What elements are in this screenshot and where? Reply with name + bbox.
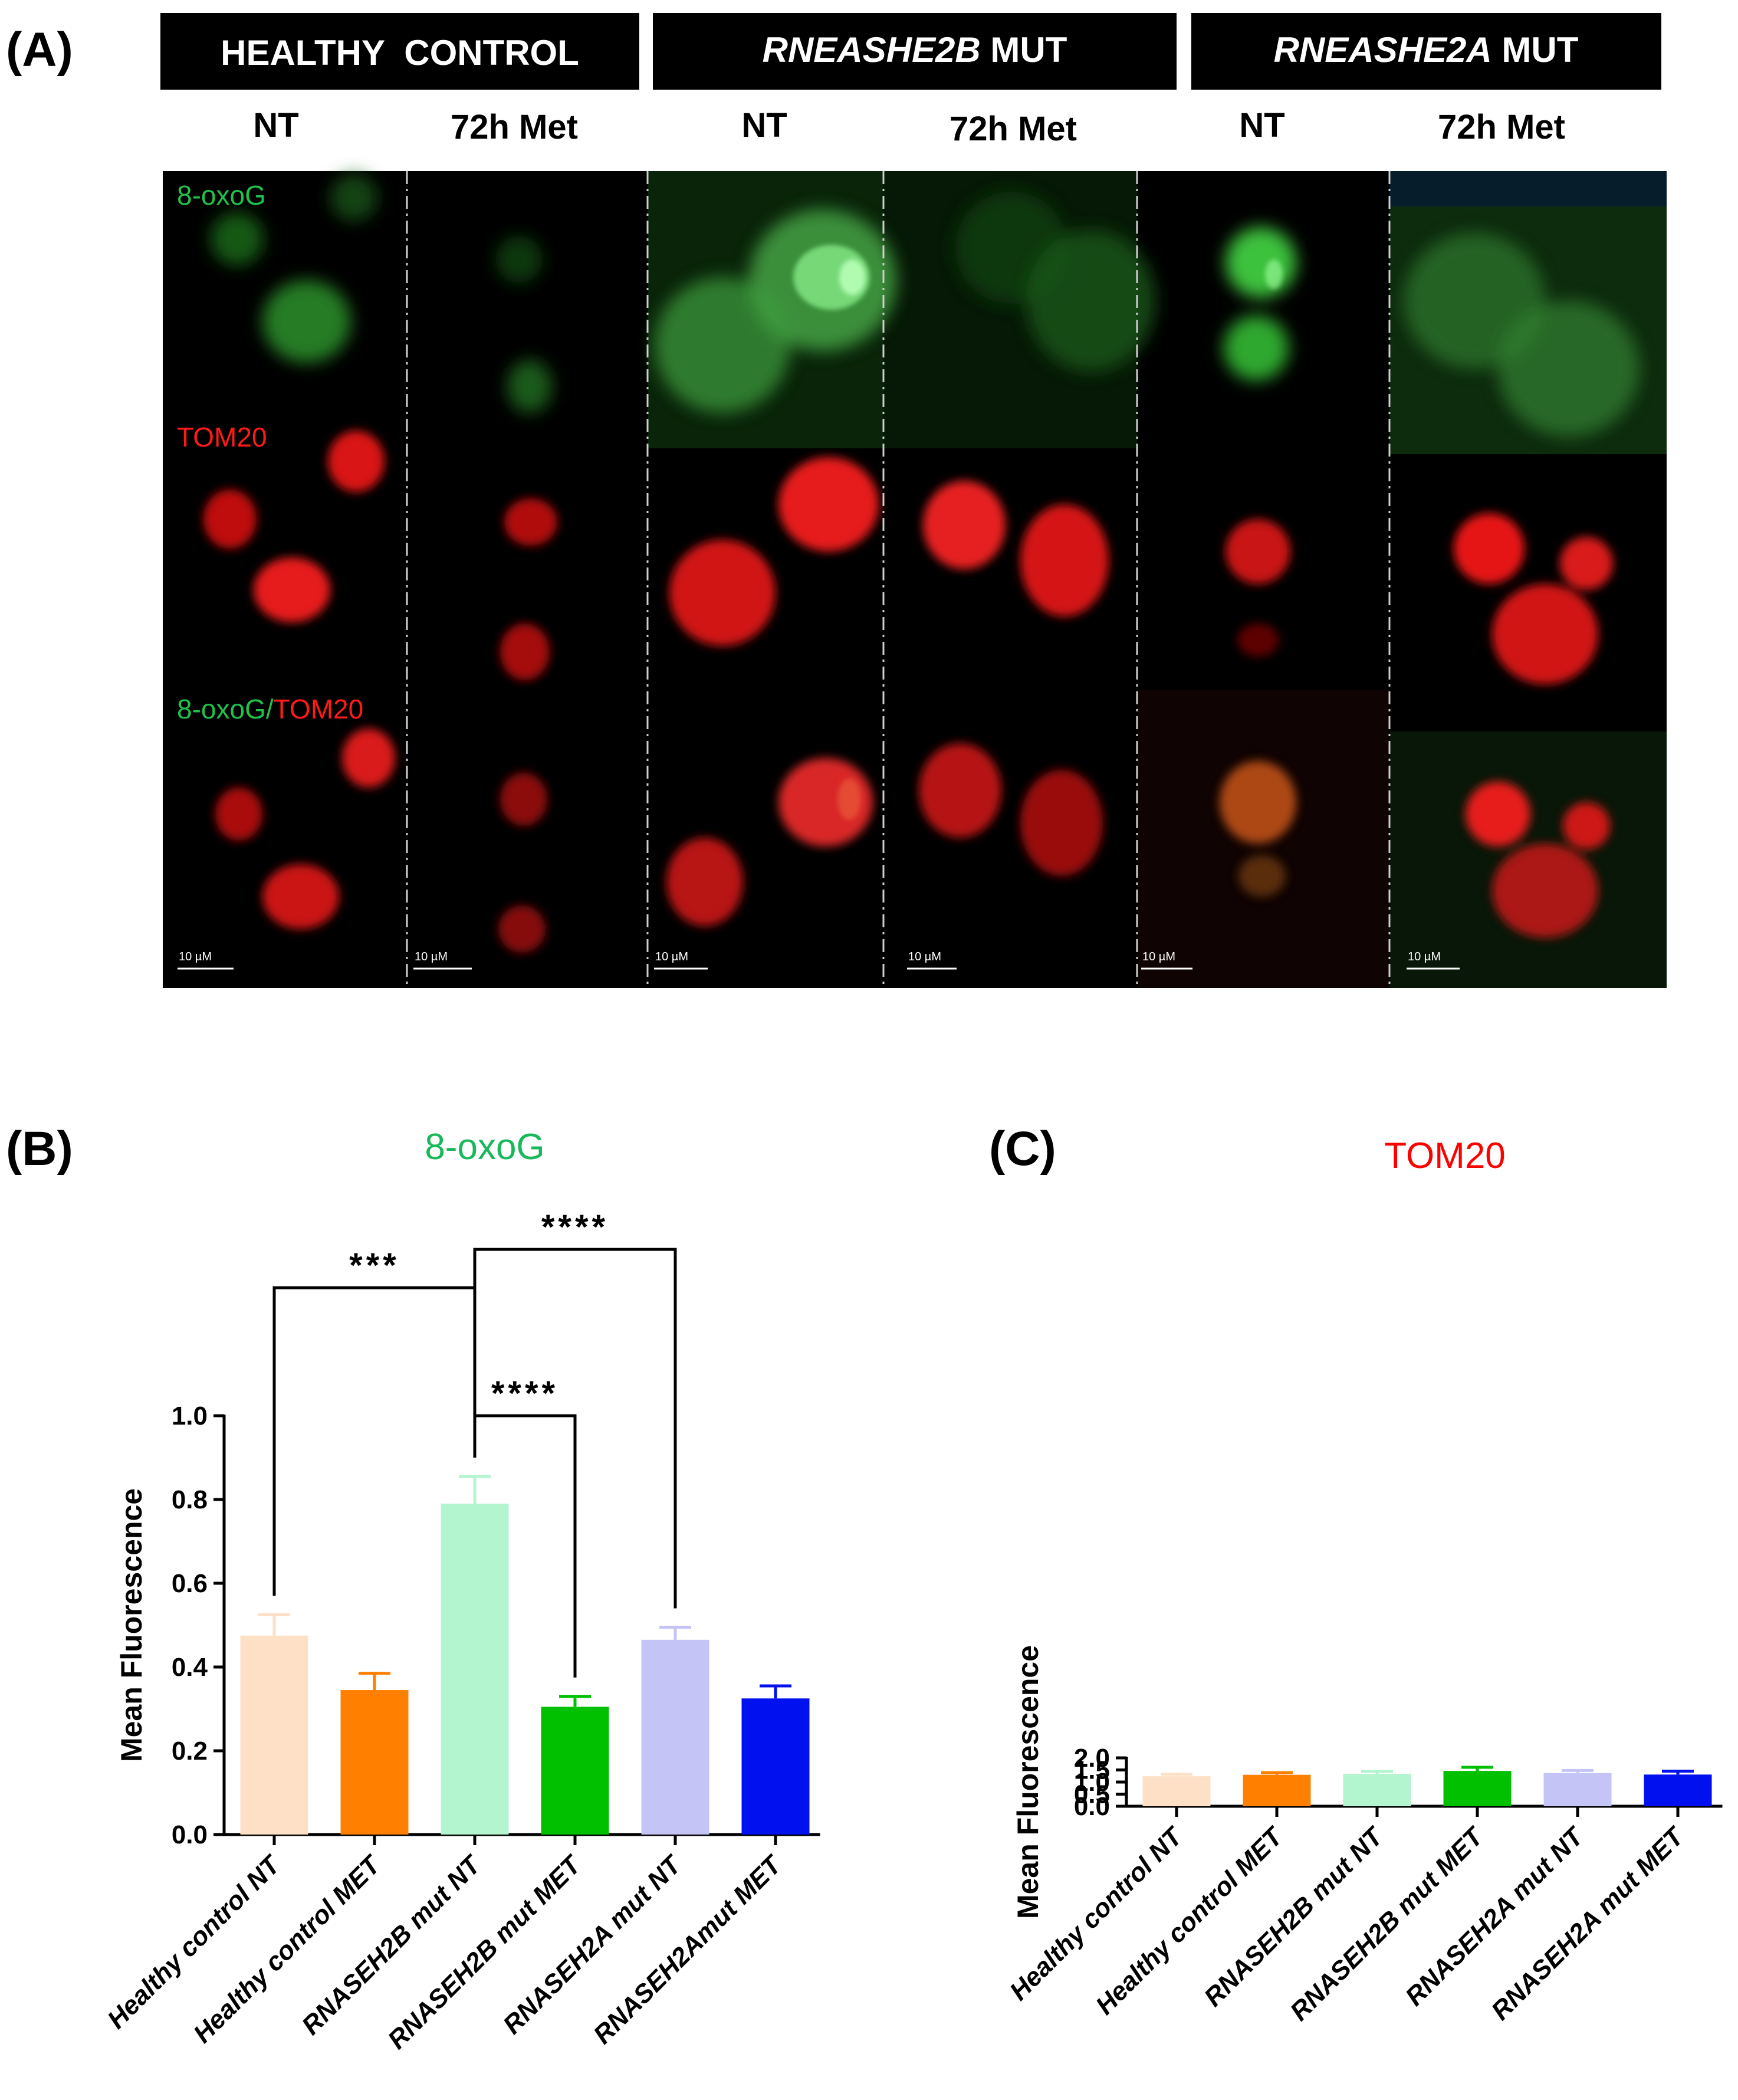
chart-title: 8-oxoG: [425, 1127, 544, 1167]
y-tick-label: 0.4: [172, 1653, 208, 1682]
significance-bracket: [473, 1377, 577, 1678]
category-label: RNASEH2Amut MET: [588, 1849, 788, 2049]
significance-bracket: [473, 1248, 677, 1609]
group-header-suffix: MUT: [981, 30, 1067, 70]
condition-label: NT: [741, 106, 787, 145]
y-tick-label: 0.2: [172, 1737, 208, 1766]
category-label: RNASEH2B mut NT: [1198, 1821, 1389, 2012]
category-label: RNASEH2A mut MET: [1486, 1821, 1690, 2026]
scale-bar: 10 µM: [654, 950, 708, 970]
category-label: RNASEH2A mut NT: [498, 1849, 688, 2040]
bar: [1543, 1773, 1612, 1806]
chart-8-oxog: (B) 8-oxoG 0.0 0.2 0.4 0.6 0.8 1.0 Mean Fluore…: [6, 1122, 820, 2055]
scale-bar: 10 µM: [1141, 950, 1192, 970]
svg-text:10 µM: 10 µM: [908, 950, 941, 963]
svg-text:10 µM: 10 µM: [1142, 950, 1175, 963]
chart-tom20: (C) TOM20 0.00.51.01.52.0 Mean Fluorescen…: [989, 1122, 1723, 2026]
svg-text:10 µM: 10 µM: [179, 950, 212, 963]
y-tick-label: 2.0: [1074, 1744, 1110, 1773]
group-header-suffix: MUT: [1492, 30, 1579, 70]
chart-title: TOM20: [1384, 1136, 1506, 1176]
y-axis-label: Mean Fluorescence: [115, 1488, 148, 1762]
microscopy-panel: 8-oxoG TOM20 8-oxoG/TOM20 10 µM 10 µM 10…: [163, 171, 1667, 988]
stain-label-merge-green: 8-oxoG/: [177, 694, 274, 724]
scale-bar: 10 µM: [907, 950, 957, 970]
significance-label: ***: [349, 1246, 400, 1285]
bar: [641, 1639, 709, 1835]
condition-label: 72h Met: [1438, 108, 1565, 146]
condition-label: NT: [253, 106, 298, 145]
category-label: Healthy control MET: [1090, 1821, 1290, 2020]
svg-text:10 µM: 10 µM: [415, 950, 448, 963]
bar: [240, 1635, 308, 1835]
stain-label-8-oxog: 8-oxoG: [177, 180, 266, 211]
category-label: RNASEH2B mut MET: [382, 1849, 587, 2055]
y-tick-label: 1.5: [1074, 1756, 1110, 1785]
bar: [340, 1690, 409, 1835]
bar: [541, 1707, 609, 1835]
bar: [1644, 1774, 1712, 1806]
svg-text:10 µM: 10 µM: [655, 950, 688, 963]
bar: [1343, 1774, 1411, 1806]
y-tick-label: 0.5: [1074, 1780, 1110, 1809]
group-header-rnaseh2b: RNEASHE2B MUT: [653, 13, 1177, 90]
svg-text:10 µM: 10 µM: [1408, 950, 1441, 963]
scale-bar: 10 µM: [413, 950, 472, 970]
category-label: RNASEH2B mut MET: [1284, 1821, 1490, 2026]
y-tick-label: 1.0: [1074, 1768, 1110, 1797]
y-tick-label: 0.0: [172, 1820, 208, 1849]
bar: [441, 1504, 509, 1835]
group-header-label: HEALTHY CONTROL: [221, 33, 579, 73]
scale-bar: 10 µM: [178, 950, 234, 970]
scale-bar: 10 µM: [1407, 950, 1460, 970]
panel-c-letter: (C): [989, 1122, 1056, 1176]
group-header-healthy-control: HEALTHY CONTROL: [160, 13, 639, 90]
panel-b-letter: (B): [6, 1122, 73, 1176]
category-label: Healthy control NT: [102, 1849, 287, 2034]
y-tick-label: 0.0: [1074, 1792, 1110, 1821]
stain-label-tom20: TOM20: [177, 422, 267, 452]
category-label: RNASEH2A mut NT: [1400, 1821, 1591, 2012]
category-label: RNASEH2B mut NT: [296, 1849, 487, 2040]
svg-text:RNEASHE2A MUT: RNEASHE2A MUT: [1274, 30, 1579, 70]
stain-label-merge-red: TOM20: [274, 694, 364, 724]
condition-label: 72h Met: [950, 110, 1077, 148]
bar: [1142, 1776, 1211, 1806]
significance-label: ****: [541, 1208, 609, 1246]
bar: [1243, 1774, 1311, 1806]
y-tick-label: 0.6: [172, 1569, 208, 1598]
y-axis-label: Mean Fluorescence: [1011, 1645, 1044, 1919]
svg-text:8-oxoG/TOM20: 8-oxoG/TOM20: [177, 694, 363, 724]
condition-label: 72h Met: [451, 108, 578, 146]
y-tick-label: 0.8: [172, 1485, 208, 1514]
panel-a-letter: (A): [6, 23, 73, 77]
bar: [1443, 1771, 1512, 1806]
condition-label: NT: [1239, 106, 1284, 145]
significance-label: ****: [491, 1374, 558, 1413]
bar: [741, 1698, 810, 1835]
category-label: Healthy control MET: [188, 1849, 387, 2049]
group-header-gene: RNEASHE2B: [763, 30, 981, 70]
svg-text:RNEASHE2B MUT: RNEASHE2B MUT: [763, 30, 1067, 70]
group-header-rnaseh2a: RNEASHE2A MUT: [1191, 13, 1661, 90]
y-tick-label: 1.0: [172, 1402, 208, 1430]
group-header-gene: RNEASHE2A: [1274, 30, 1492, 70]
